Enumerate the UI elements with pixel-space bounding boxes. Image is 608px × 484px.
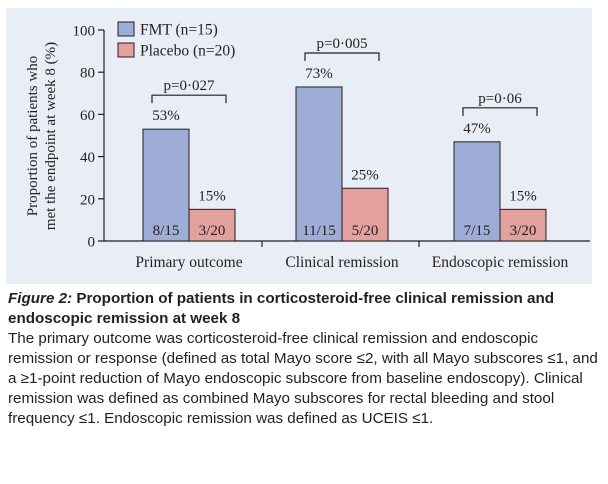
y-tick-label-80: 80 — [80, 66, 95, 82]
legend: FMT (n=15) Placebo (n=20) — [117, 21, 235, 60]
y-tick-label-20: 20 — [80, 192, 95, 208]
bar-chart: Proportion of patients who met the endpo… — [25, 21, 590, 271]
value-label-series-2-cat-2: 25% — [351, 167, 379, 183]
legend-label-1: FMT (n=15) — [140, 22, 218, 39]
legend-swatch-2 — [117, 42, 135, 58]
legend-swatch-1 — [117, 21, 135, 37]
p-value-bracket-line-1 — [151, 94, 227, 104]
y-axis-label-line-2: met the endpoint at week 8 (%) — [43, 42, 59, 230]
value-label-series-2-cat-1: 15% — [198, 188, 226, 204]
value-label-series-2-cat-3: 15% — [509, 188, 537, 204]
count-label-series-1-cat-3: 7/15 — [464, 223, 491, 239]
y-tick-label-100: 100 — [73, 24, 96, 40]
value-label-series-1-cat-2: 73% — [305, 66, 333, 82]
count-label-series-2-cat-2: 5/20 — [352, 223, 379, 239]
x-tick-label-3: Endoscopic remission — [432, 254, 569, 271]
bar-series-2-cat-2 — [341, 187, 389, 242]
caption-title: Proportion of patients in corticosteroid… — [8, 290, 555, 327]
chart-panel: Proportion of patients who met the endpo… — [6, 8, 592, 284]
legend-label-2: Placebo (n=20) — [140, 43, 235, 60]
bar-series-2-cat-3 — [499, 208, 547, 242]
value-label-series-1-cat-1: 53% — [152, 108, 180, 124]
y-tick-label-0: 0 — [88, 235, 96, 251]
x-tick-label-2: Clinical remission — [285, 254, 398, 271]
count-label-series-1-cat-1: 8/15 — [153, 223, 180, 239]
bars — [142, 86, 547, 242]
p-value-bracket-line-2 — [304, 52, 380, 61]
p-value-bracket-1: p=0·027 — [151, 78, 227, 104]
count-label-series-2-cat-1: 3/20 — [199, 223, 226, 239]
figure-label: Figure 2: — [8, 290, 73, 307]
y-axis-label: Proportion of patients who met the endpo… — [25, 42, 59, 230]
p-value-bracket-3: p=0·06 — [462, 91, 538, 116]
p-value-bracket-2: p=0·005 — [304, 36, 380, 61]
x-tick-label-1: Primary outcome — [135, 254, 242, 271]
caption-body: The primary outcome was corticosteroid-f… — [8, 330, 598, 427]
y-axis-label-line-1: Proportion of patients who — [25, 56, 41, 216]
bar-series-2-cat-1 — [188, 208, 236, 242]
bar-series-1-cat-2 — [295, 86, 343, 242]
y-tick-label-40: 40 — [80, 150, 95, 166]
count-label-series-1-cat-2: 11/15 — [302, 223, 336, 239]
annotations: 53% 8/15 73% 11/15 47% 7/15 15% 3/20 25% 5/20 15% 3… — [151, 36, 538, 239]
p-value-label-1: p=0·027 — [164, 78, 215, 94]
p-value-label-2: p=0·005 — [317, 36, 368, 52]
value-label-series-1-cat-3: 47% — [463, 121, 491, 137]
legend-item-1: FMT (n=15) — [117, 21, 218, 39]
legend-item-2: Placebo (n=20) — [117, 42, 235, 60]
bar-series-1-cat-3 — [453, 141, 501, 242]
p-value-bracket-line-3 — [462, 107, 538, 116]
bar-series-1-cat-1 — [142, 128, 190, 242]
count-label-series-2-cat-3: 3/20 — [510, 223, 537, 239]
caption-heading: Figure 2: Proportion of patients in cort… — [8, 289, 604, 329]
figure-caption: Figure 2: Proportion of patients in cort… — [8, 289, 604, 429]
y-tick-label-60: 60 — [80, 108, 95, 124]
p-value-label-3: p=0·06 — [478, 91, 522, 107]
